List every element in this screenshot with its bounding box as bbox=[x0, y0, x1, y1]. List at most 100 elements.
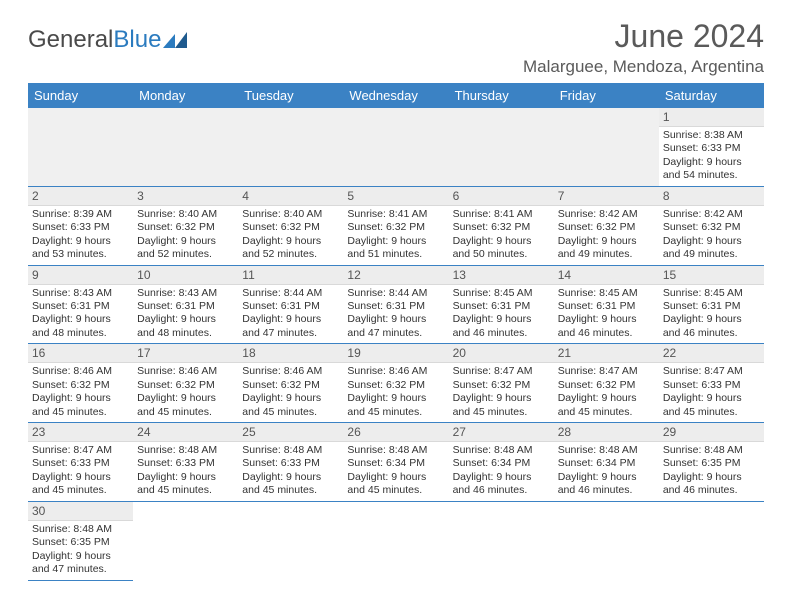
day-info: Sunrise: 8:46 AMSunset: 6:32 PMDaylight:… bbox=[133, 363, 238, 422]
day-info: Sunrise: 8:40 AMSunset: 6:32 PMDaylight:… bbox=[133, 206, 238, 265]
day-number: 6 bbox=[449, 187, 554, 206]
day-info: Sunrise: 8:48 AMSunset: 6:34 PMDaylight:… bbox=[554, 442, 659, 501]
day-info: Sunrise: 8:46 AMSunset: 6:32 PMDaylight:… bbox=[238, 363, 343, 422]
day-number: 23 bbox=[28, 423, 133, 442]
day-info: Sunrise: 8:47 AMSunset: 6:33 PMDaylight:… bbox=[28, 442, 133, 501]
day-number: 25 bbox=[238, 423, 343, 442]
day-info: Sunrise: 8:45 AMSunset: 6:31 PMDaylight:… bbox=[449, 285, 554, 344]
day-info: Sunrise: 8:48 AMSunset: 6:35 PMDaylight:… bbox=[659, 442, 764, 501]
day-cell: 5Sunrise: 8:41 AMSunset: 6:32 PMDaylight… bbox=[343, 186, 448, 265]
day-number: 15 bbox=[659, 266, 764, 285]
day-number: 21 bbox=[554, 344, 659, 363]
day-number: 4 bbox=[238, 187, 343, 206]
header: GeneralBlue June 2024 Malarguee, Mendoza… bbox=[28, 18, 764, 77]
day-number: 20 bbox=[449, 344, 554, 363]
day-number: 26 bbox=[343, 423, 448, 442]
calendar-row: 1Sunrise: 8:38 AMSunset: 6:33 PMDaylight… bbox=[28, 108, 764, 186]
day-cell: 9Sunrise: 8:43 AMSunset: 6:31 PMDaylight… bbox=[28, 265, 133, 344]
day-cell: 27Sunrise: 8:48 AMSunset: 6:34 PMDayligh… bbox=[449, 423, 554, 502]
day-number: 13 bbox=[449, 266, 554, 285]
day-info: Sunrise: 8:42 AMSunset: 6:32 PMDaylight:… bbox=[554, 206, 659, 265]
day-info: Sunrise: 8:46 AMSunset: 6:32 PMDaylight:… bbox=[343, 363, 448, 422]
weekday-header: Saturday bbox=[659, 83, 764, 108]
day-cell: 11Sunrise: 8:44 AMSunset: 6:31 PMDayligh… bbox=[238, 265, 343, 344]
logo-text-2: Blue bbox=[113, 26, 161, 54]
empty-cell bbox=[449, 108, 554, 186]
logo-text-1: General bbox=[28, 26, 113, 54]
day-info: Sunrise: 8:48 AMSunset: 6:34 PMDaylight:… bbox=[449, 442, 554, 501]
empty-cell bbox=[238, 108, 343, 186]
day-cell: 26Sunrise: 8:48 AMSunset: 6:34 PMDayligh… bbox=[343, 423, 448, 502]
day-cell: 29Sunrise: 8:48 AMSunset: 6:35 PMDayligh… bbox=[659, 423, 764, 502]
day-number: 9 bbox=[28, 266, 133, 285]
day-number: 3 bbox=[133, 187, 238, 206]
day-number: 7 bbox=[554, 187, 659, 206]
day-cell: 22Sunrise: 8:47 AMSunset: 6:33 PMDayligh… bbox=[659, 344, 764, 423]
calendar-row: 16Sunrise: 8:46 AMSunset: 6:32 PMDayligh… bbox=[28, 344, 764, 423]
day-number: 27 bbox=[449, 423, 554, 442]
day-number: 19 bbox=[343, 344, 448, 363]
empty-cell bbox=[554, 108, 659, 186]
day-info: Sunrise: 8:43 AMSunset: 6:31 PMDaylight:… bbox=[133, 285, 238, 344]
day-info: Sunrise: 8:41 AMSunset: 6:32 PMDaylight:… bbox=[449, 206, 554, 265]
day-cell: 24Sunrise: 8:48 AMSunset: 6:33 PMDayligh… bbox=[133, 423, 238, 502]
day-info: Sunrise: 8:43 AMSunset: 6:31 PMDaylight:… bbox=[28, 285, 133, 344]
calendar-row: 30Sunrise: 8:48 AMSunset: 6:35 PMDayligh… bbox=[28, 501, 764, 580]
location: Malarguee, Mendoza, Argentina bbox=[523, 57, 764, 77]
day-cell: 21Sunrise: 8:47 AMSunset: 6:32 PMDayligh… bbox=[554, 344, 659, 423]
empty-cell bbox=[554, 501, 659, 580]
empty-cell bbox=[343, 501, 448, 580]
logo-icon bbox=[163, 30, 189, 50]
title-block: June 2024 Malarguee, Mendoza, Argentina bbox=[523, 18, 764, 77]
day-number: 22 bbox=[659, 344, 764, 363]
day-cell: 30Sunrise: 8:48 AMSunset: 6:35 PMDayligh… bbox=[28, 501, 133, 580]
calendar-row: 9Sunrise: 8:43 AMSunset: 6:31 PMDaylight… bbox=[28, 265, 764, 344]
logo: GeneralBlue bbox=[28, 18, 189, 54]
day-cell: 4Sunrise: 8:40 AMSunset: 6:32 PMDaylight… bbox=[238, 186, 343, 265]
day-info: Sunrise: 8:39 AMSunset: 6:33 PMDaylight:… bbox=[28, 206, 133, 265]
day-cell: 10Sunrise: 8:43 AMSunset: 6:31 PMDayligh… bbox=[133, 265, 238, 344]
day-info: Sunrise: 8:41 AMSunset: 6:32 PMDaylight:… bbox=[343, 206, 448, 265]
day-number: 1 bbox=[659, 108, 764, 127]
day-number: 14 bbox=[554, 266, 659, 285]
day-info: Sunrise: 8:44 AMSunset: 6:31 PMDaylight:… bbox=[238, 285, 343, 344]
weekday-header: Friday bbox=[554, 83, 659, 108]
day-number: 28 bbox=[554, 423, 659, 442]
day-info: Sunrise: 8:38 AMSunset: 6:33 PMDaylight:… bbox=[659, 127, 764, 186]
weekday-header-row: Sunday Monday Tuesday Wednesday Thursday… bbox=[28, 83, 764, 108]
day-cell: 17Sunrise: 8:46 AMSunset: 6:32 PMDayligh… bbox=[133, 344, 238, 423]
month-title: June 2024 bbox=[523, 18, 764, 55]
day-cell: 20Sunrise: 8:47 AMSunset: 6:32 PMDayligh… bbox=[449, 344, 554, 423]
day-info: Sunrise: 8:47 AMSunset: 6:33 PMDaylight:… bbox=[659, 363, 764, 422]
day-info: Sunrise: 8:42 AMSunset: 6:32 PMDaylight:… bbox=[659, 206, 764, 265]
day-cell: 19Sunrise: 8:46 AMSunset: 6:32 PMDayligh… bbox=[343, 344, 448, 423]
day-cell: 3Sunrise: 8:40 AMSunset: 6:32 PMDaylight… bbox=[133, 186, 238, 265]
calendar-row: 2Sunrise: 8:39 AMSunset: 6:33 PMDaylight… bbox=[28, 186, 764, 265]
empty-cell bbox=[133, 108, 238, 186]
day-cell: 13Sunrise: 8:45 AMSunset: 6:31 PMDayligh… bbox=[449, 265, 554, 344]
day-cell: 8Sunrise: 8:42 AMSunset: 6:32 PMDaylight… bbox=[659, 186, 764, 265]
day-info: Sunrise: 8:48 AMSunset: 6:33 PMDaylight:… bbox=[238, 442, 343, 501]
day-cell: 7Sunrise: 8:42 AMSunset: 6:32 PMDaylight… bbox=[554, 186, 659, 265]
day-info: Sunrise: 8:48 AMSunset: 6:35 PMDaylight:… bbox=[28, 521, 133, 580]
day-cell: 12Sunrise: 8:44 AMSunset: 6:31 PMDayligh… bbox=[343, 265, 448, 344]
weekday-header: Sunday bbox=[28, 83, 133, 108]
day-number: 12 bbox=[343, 266, 448, 285]
day-number: 10 bbox=[133, 266, 238, 285]
weekday-header: Thursday bbox=[449, 83, 554, 108]
day-number: 5 bbox=[343, 187, 448, 206]
calendar-table: Sunday Monday Tuesday Wednesday Thursday… bbox=[28, 83, 764, 581]
day-info: Sunrise: 8:48 AMSunset: 6:34 PMDaylight:… bbox=[343, 442, 448, 501]
day-cell: 18Sunrise: 8:46 AMSunset: 6:32 PMDayligh… bbox=[238, 344, 343, 423]
day-info: Sunrise: 8:40 AMSunset: 6:32 PMDaylight:… bbox=[238, 206, 343, 265]
day-cell: 1Sunrise: 8:38 AMSunset: 6:33 PMDaylight… bbox=[659, 108, 764, 186]
weekday-header: Monday bbox=[133, 83, 238, 108]
day-number: 8 bbox=[659, 187, 764, 206]
day-number: 18 bbox=[238, 344, 343, 363]
calendar-body: 1Sunrise: 8:38 AMSunset: 6:33 PMDaylight… bbox=[28, 108, 764, 580]
weekday-header: Tuesday bbox=[238, 83, 343, 108]
day-cell: 15Sunrise: 8:45 AMSunset: 6:31 PMDayligh… bbox=[659, 265, 764, 344]
empty-cell bbox=[659, 501, 764, 580]
day-cell: 25Sunrise: 8:48 AMSunset: 6:33 PMDayligh… bbox=[238, 423, 343, 502]
day-cell: 2Sunrise: 8:39 AMSunset: 6:33 PMDaylight… bbox=[28, 186, 133, 265]
